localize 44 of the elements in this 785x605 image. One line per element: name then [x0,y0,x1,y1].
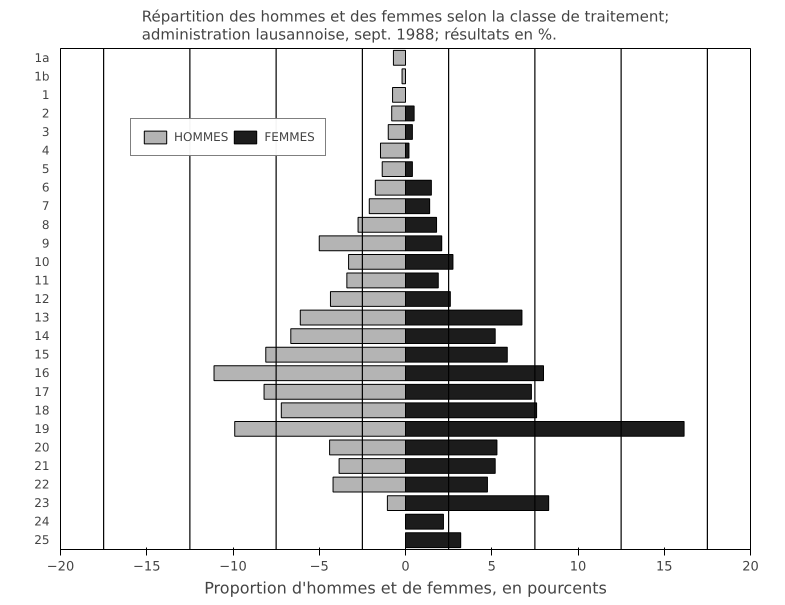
y-tick-label: 19 [34,422,50,436]
x-tick-label: −20 [46,560,74,574]
bar [380,142,406,158]
y-tick-label: 1a [34,50,50,65]
legend-label: FEMMES [264,130,315,144]
y-tick-label: 25 [34,533,50,548]
y-tick-label: 5 [42,162,50,176]
y-tick-label: 21 [34,459,50,473]
bar [402,68,406,84]
y-tick-label: 6 [42,180,50,195]
y-tick-label: 15 [34,348,50,362]
y-tick-label: 1 [42,88,50,102]
x-axis-title: Proportion d'hommes et de femmes, en pourcents [204,578,607,598]
y-tick-label: 20 [34,440,50,454]
x-tick-label: 10 [570,560,586,574]
y-tick-label: 2 [42,106,50,120]
y-tick-label: 23 [34,496,50,510]
y-tick-label: 11 [34,273,50,288]
y-tick-label: 9 [42,236,50,250]
y-tick-label: 1b [34,69,50,84]
y-tick-label: 3 [42,125,50,139]
y-tick-label: 14 [34,329,50,344]
y-tick-label: 8 [42,218,50,232]
x-tick-label: −5 [310,560,329,574]
y-tick-label: 22 [34,478,50,492]
x-tick-label: 15 [656,560,673,574]
y-tick-label: 18 [34,403,50,418]
y-tick-label: 12 [34,292,50,306]
bar [392,86,406,103]
y-tick-label: 13 [34,310,50,325]
y-tick-label: 7 [42,199,50,214]
y-tick-label: 17 [34,384,50,399]
y-tick-label: 24 [34,514,50,529]
y-tick-label: 4 [42,144,50,158]
y-tick-label: 16 [34,366,50,380]
x-tick-label: 20 [742,560,759,574]
x-tick-label: 0 [401,560,410,574]
chart-title: Répartition des hommes et des femmes selon la classe de traitement; administration lausannoise, sept. 1988; résultats en %. [142,8,670,44]
x-tick-label: 5 [488,560,496,574]
x-tick-label: −10 [219,560,247,574]
y-tick-label: 10 [34,254,50,269]
bar [405,514,444,530]
x-tick-label: −15 [133,560,160,574]
legend-label: HOMMES [174,130,228,144]
